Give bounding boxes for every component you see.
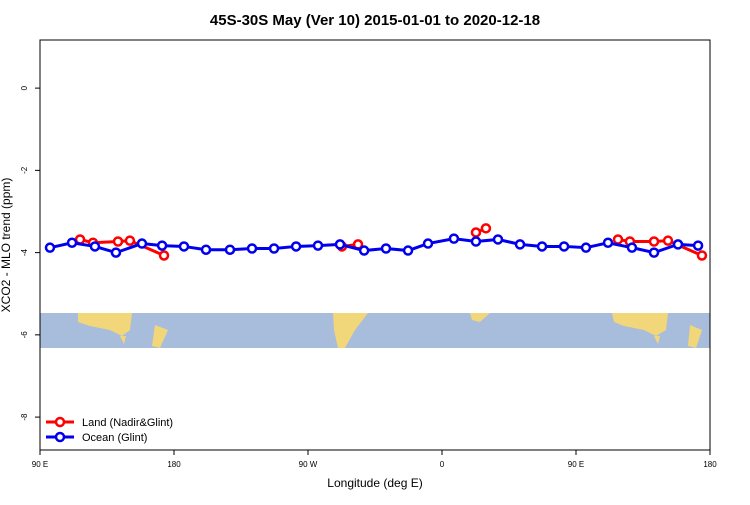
point	[200, 244, 212, 255]
point	[136, 238, 148, 249]
x-axis-label: Longitude (deg E)	[327, 476, 422, 490]
point	[514, 239, 526, 250]
point	[312, 240, 324, 251]
point	[536, 241, 548, 252]
point	[662, 235, 674, 246]
point	[89, 241, 101, 252]
point	[612, 234, 624, 245]
point	[290, 241, 302, 252]
point	[422, 238, 434, 249]
point	[402, 245, 414, 256]
x-tick-label: 180	[167, 460, 181, 469]
legend-marker	[54, 431, 66, 443]
point	[648, 236, 660, 247]
point	[268, 243, 280, 254]
point	[692, 240, 704, 251]
point	[448, 233, 460, 244]
point	[696, 250, 708, 261]
point	[124, 235, 136, 246]
plot-frame	[39, 39, 711, 451]
legend-label: Ocean (Glint)	[82, 432, 147, 444]
chart-title: 45S-30S May (Ver 10) 2015-01-01 to 2020-…	[210, 12, 540, 29]
point	[470, 227, 482, 238]
point	[158, 250, 170, 261]
point	[358, 245, 370, 256]
x-tick-label: 90 E	[568, 460, 584, 469]
legend-marker	[54, 416, 66, 428]
x-tick-label: 180	[703, 460, 717, 469]
map-strip	[40, 313, 710, 348]
y-tick-label: -6	[20, 331, 29, 339]
x-tick-label: 90 E	[32, 460, 48, 469]
y-tick-label: -8	[20, 413, 29, 421]
point	[492, 234, 504, 245]
y-tick-label: -2	[20, 166, 29, 174]
point	[44, 242, 56, 253]
point	[672, 239, 684, 250]
point	[334, 239, 346, 250]
legend-label: Land (Nadir&Glint)	[82, 417, 173, 429]
point	[66, 237, 78, 248]
series-line	[49, 237, 699, 255]
point	[112, 236, 124, 247]
point	[380, 243, 392, 254]
x-tick-label: 0	[440, 460, 445, 469]
point	[224, 244, 236, 255]
point	[156, 240, 168, 251]
point	[178, 241, 190, 252]
point	[648, 247, 660, 258]
y-axis-label: XCO2 - MLO trend (ppm)	[0, 178, 13, 313]
point	[470, 236, 482, 247]
y-tick-label: 0	[20, 85, 29, 90]
y-tick-label: -4	[20, 249, 29, 257]
point	[580, 242, 592, 253]
point	[110, 247, 122, 258]
point	[602, 237, 614, 248]
point	[480, 223, 492, 234]
point	[246, 243, 258, 254]
x-tick-label: 90 W	[299, 460, 318, 469]
point	[626, 242, 638, 253]
point	[558, 241, 570, 252]
